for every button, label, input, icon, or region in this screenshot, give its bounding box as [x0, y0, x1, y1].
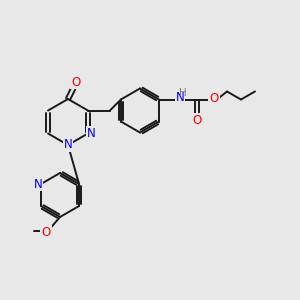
Text: O: O [192, 114, 202, 127]
Text: N: N [86, 127, 95, 140]
Text: O: O [41, 226, 51, 238]
Text: H: H [179, 88, 187, 98]
Text: O: O [71, 76, 81, 88]
Text: N: N [176, 91, 184, 104]
Text: O: O [209, 92, 219, 105]
Text: N: N [34, 178, 42, 190]
Text: N: N [64, 139, 72, 152]
